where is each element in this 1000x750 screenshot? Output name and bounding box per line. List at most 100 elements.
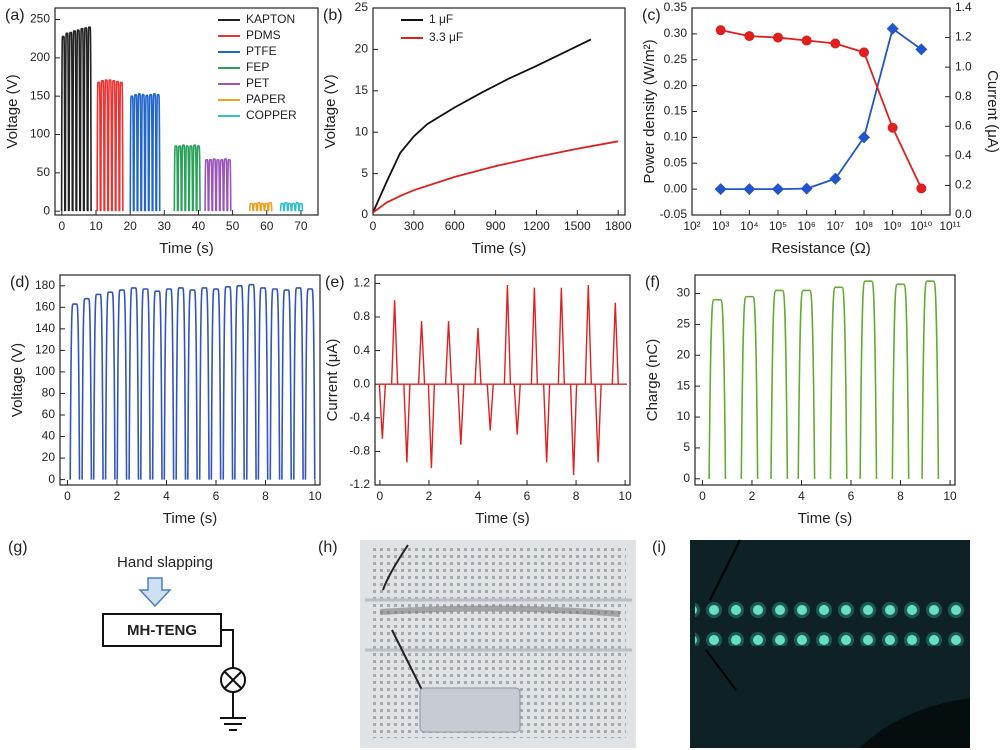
spike [474,327,482,385]
spike [403,384,411,463]
x-tick-label: 10 [618,489,632,503]
pulse [140,93,146,212]
teng-device [419,687,521,733]
x-tick-label: 1500 [564,219,591,233]
spike [542,384,551,463]
spike [378,384,387,439]
spike [486,384,494,431]
pulse [859,280,878,479]
y-axis-label: Charge (nC) [644,339,661,422]
pulse [770,289,789,479]
marker [743,183,756,196]
x-tick-label: 1200 [523,219,550,233]
panel-label: (h) [318,539,338,556]
pulse [211,158,217,212]
y-tick-label: -0.4 [349,410,370,424]
electrode [379,605,621,617]
photo-leds: (i) [652,539,970,748]
lit-leds [695,598,965,646]
x-tick-label: 60 [260,219,274,233]
pulse [104,291,116,480]
spike [513,384,521,435]
x-tick-label: 0 [58,219,65,233]
rail [365,598,632,652]
y-tick-label: 100 [35,364,55,378]
marker [859,47,869,58]
pulse [226,159,232,212]
x-tick-label: 8 [262,489,269,503]
x-axis-label: Time (s) [475,510,529,527]
legend-label: KAPTON [246,12,295,26]
x-tick-label: 6 [213,489,220,503]
y-tick-label: 15 [677,378,691,392]
y-tick-label: 20 [677,347,691,361]
y-tick-label: 5 [683,440,690,454]
y-tick-label: 30 [677,286,691,300]
x-tick-label: 10² [683,219,700,233]
x-tick-label: 10⁵ [769,219,787,233]
legend-label: PET [246,76,270,90]
pulse [196,145,201,212]
spike [584,285,593,385]
pulse [921,280,940,479]
pulse [163,288,175,480]
panel-label: (g) [8,539,28,556]
pulse [298,202,304,212]
pulse [283,201,289,212]
spike [530,287,539,385]
device-box [102,613,222,647]
y-tick-label: 0.35 [664,0,688,14]
pulse [198,287,210,480]
y-tick-label: 10 [355,124,369,138]
pulse [103,79,109,212]
y-tick-label: 0.05 [664,155,688,169]
x-tick-label: 10 [943,489,957,503]
panel-label: (b) [323,7,343,24]
y-tick-label: 80 [42,386,56,400]
wire [220,629,246,731]
marker [715,25,726,36]
lamp-cross [224,671,242,689]
legend-label: FEP [246,60,269,74]
x-axis-label: Resistance (Ω) [771,240,871,257]
pulse [136,93,142,212]
pulse [256,201,262,212]
y-tick-label: 0 [43,203,50,217]
input-label: Hand slapping [117,554,213,571]
pulse [181,144,186,212]
pulse [188,145,194,212]
pulse [264,202,269,212]
legend-label: 3.3 μF [429,30,463,44]
pulse [708,298,727,479]
x-tick-label: 10 [308,489,322,503]
x-tick-label: 0 [64,489,71,503]
legend-label: 1 μF [429,12,453,26]
marker [916,183,927,194]
marker [773,32,783,43]
y-tick-label: 250 [30,12,50,26]
pulse [891,283,910,479]
marker [772,183,784,196]
x-tick-label: 70 [294,219,308,233]
x-tick-label: 50 [226,219,240,233]
x-tick-label: 6 [848,489,855,503]
y-tick-label: 150 [30,88,50,102]
x-tick-label: 0 [377,489,384,503]
pulse [96,81,102,212]
y-axis-label: Voltage (V) [322,74,339,148]
spike [569,384,578,475]
panel-label: (c) [642,7,661,24]
y-tick-label: 180 [35,278,55,292]
y-tick-label: 0.8 [353,309,370,323]
x-tick-label: 2 [114,489,121,503]
pulse [267,201,273,212]
pulse [293,287,304,480]
y-tick-label: 10 [677,409,691,423]
pulse [133,93,139,212]
pulse [155,93,161,212]
legend-label: PDMS [246,28,281,42]
pulse [115,80,120,212]
y-tick-label: 0.20 [664,78,688,92]
legend-label: COPPER [246,108,297,122]
pulse [75,29,81,212]
